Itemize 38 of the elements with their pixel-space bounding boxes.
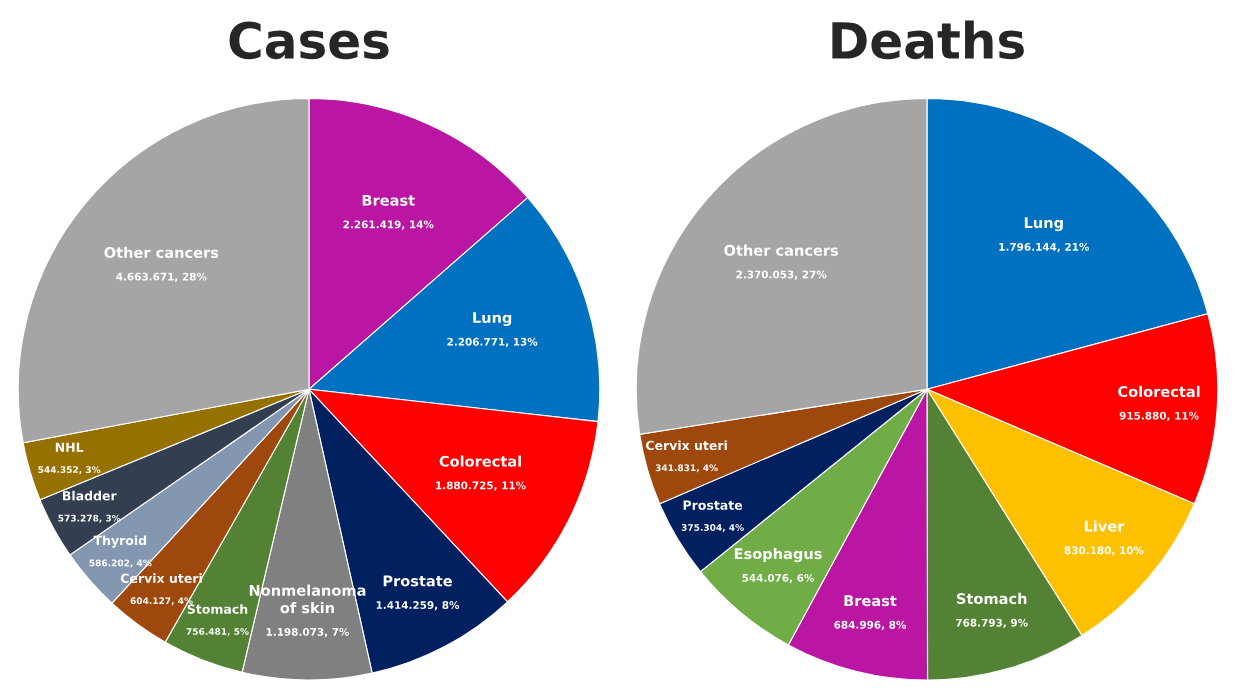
data-label: 341.831, 4% [655, 464, 718, 473]
data-label: 2.261.419, 14% [343, 220, 434, 230]
slice-label: Stomach [187, 604, 248, 614]
slice-label: Breast [362, 194, 415, 206]
slice-label: Breast [844, 595, 897, 607]
slice-label: Other cancers [104, 246, 219, 259]
data-label: 4.663.671, 28% [116, 272, 207, 282]
slice-label: Prostate [683, 500, 743, 510]
data-label: 684.996, 8% [834, 620, 907, 631]
slice-label: Thyroid [93, 535, 147, 548]
data-label: 830.180, 10% [1064, 546, 1144, 556]
data-label: 768.793, 9% [956, 618, 1028, 628]
data-label: 573.278, 3% [58, 514, 121, 523]
data-label: 1.880.725, 11% [436, 481, 526, 491]
slice-label: Colorectal [439, 455, 521, 467]
slice-label: Lung [473, 312, 512, 327]
slice-label: Esophagus [734, 547, 822, 563]
data-label: 544.352, 3% [38, 466, 101, 475]
data-label: 2.206.771, 13% [447, 337, 538, 348]
chart-title: Cases [229, 21, 389, 60]
data-label: 1.796.144, 21% [999, 242, 1090, 253]
data-label: 756.481, 5% [186, 628, 249, 637]
data-label: 1.414.259, 8% [376, 601, 460, 611]
data-label: 1.198.073, 7% [266, 627, 350, 638]
slice-label: Other cancers [724, 244, 839, 256]
slice-label: Cervix uteri [646, 440, 727, 451]
slice-label: NHL [55, 442, 84, 452]
slice-label: Prostate [383, 575, 452, 587]
data-label: 375.304, 4% [681, 524, 744, 533]
slice-label: Colorectal [1118, 385, 1200, 398]
chart-title: Deaths [832, 20, 1024, 60]
slice-label: Liver [1084, 520, 1125, 532]
slice-label: Lung [1024, 217, 1063, 232]
data-label: 915.880, 11% [1119, 411, 1199, 421]
data-label: 544.076, 6% [742, 573, 815, 584]
slice-label: Bladder [63, 490, 117, 501]
data-label: 2.370.053, 27% [736, 270, 827, 280]
slice-label: Stomach [956, 592, 1027, 605]
